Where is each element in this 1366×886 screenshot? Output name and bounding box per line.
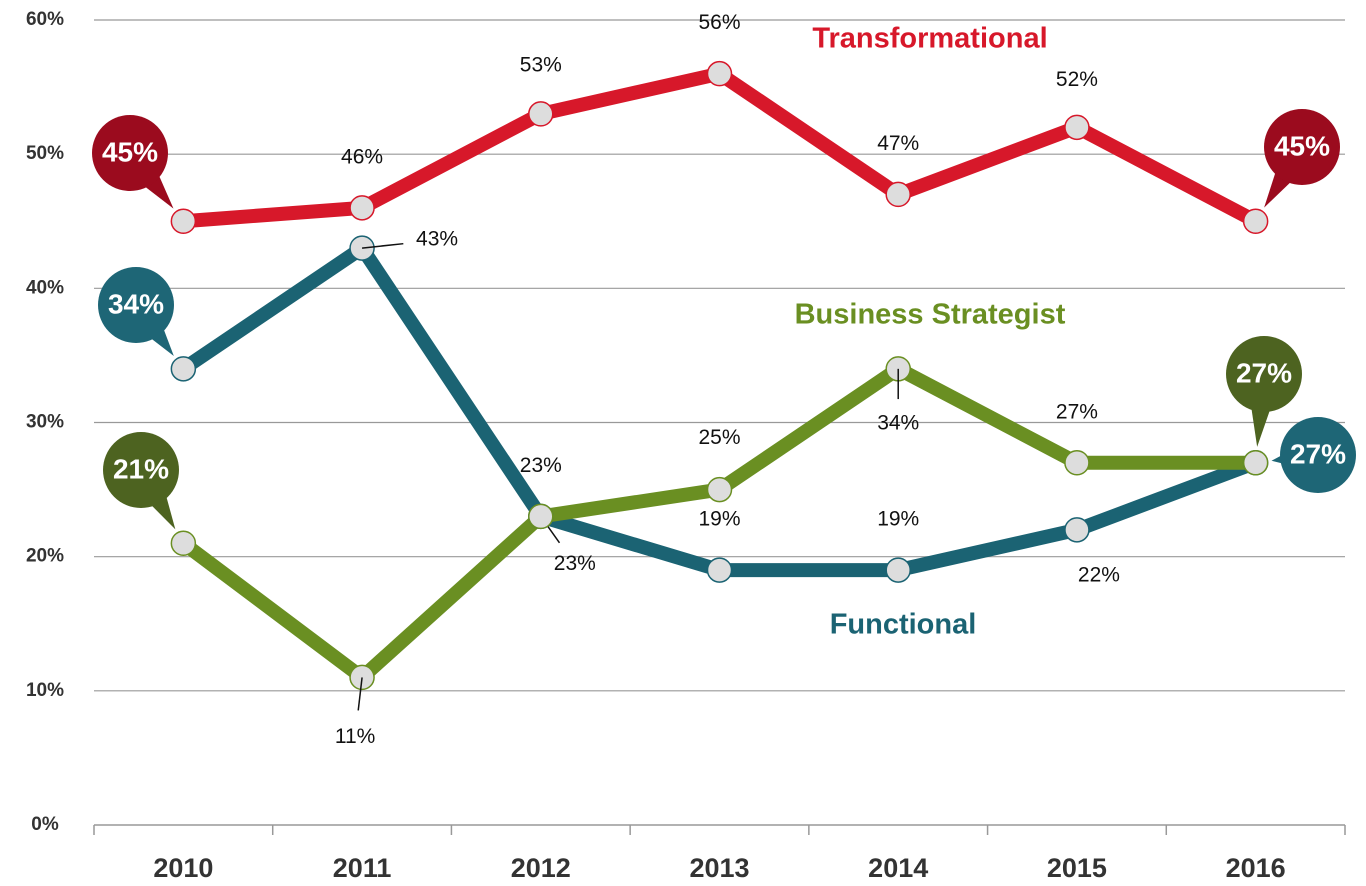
data-label: 22%	[1078, 563, 1120, 586]
x-tick-label: 2011	[333, 853, 392, 883]
data-label: 23%	[520, 454, 562, 477]
x-tick-label: 2014	[868, 853, 928, 883]
marker	[1064, 450, 1090, 476]
bubble-label: 27%	[1236, 357, 1292, 388]
marker	[1242, 450, 1269, 476]
y-tick-label: 10%	[26, 680, 64, 701]
bubble-label: 45%	[1274, 130, 1330, 161]
marker	[528, 101, 554, 127]
data-label: 19%	[698, 508, 740, 531]
marker	[885, 181, 911, 208]
marker	[1064, 517, 1090, 543]
marker	[170, 208, 197, 234]
data-label: 52%	[1056, 68, 1098, 91]
bubble-label: 45%	[102, 136, 158, 167]
data-label: 27%	[1056, 400, 1098, 423]
marker	[1064, 114, 1090, 141]
x-tick-label: 2016	[1226, 853, 1286, 883]
bubble	[1264, 109, 1340, 185]
data-label: 56%	[698, 11, 740, 34]
data-label: 43%	[416, 228, 458, 251]
marker	[170, 530, 197, 556]
bubble	[98, 267, 174, 343]
marker	[885, 557, 911, 583]
x-tick-label: 2013	[689, 853, 749, 883]
bubble	[103, 432, 179, 508]
y-tick-label: 20%	[26, 546, 64, 567]
data-label: 47%	[877, 132, 919, 155]
marker	[528, 503, 554, 530]
data-label: 25%	[698, 426, 740, 449]
data-label: 11%	[335, 725, 375, 748]
y-tick-label: 30%	[26, 412, 64, 433]
marker	[170, 356, 197, 382]
marker	[706, 476, 733, 503]
y-tick-label: 60%	[26, 9, 64, 30]
series-name: Functional	[830, 609, 977, 641]
data-label: 19%	[877, 508, 919, 531]
x-tick-label: 2015	[1047, 853, 1107, 883]
marker	[1242, 208, 1269, 234]
data-label: 53%	[520, 53, 562, 76]
leader-line	[357, 677, 363, 711]
data-label: 46%	[341, 145, 383, 168]
leader-line	[361, 242, 404, 249]
data-label: 34%	[877, 411, 919, 434]
bubble-label: 21%	[113, 453, 169, 484]
series-name: Business Strategist	[795, 299, 1066, 331]
y-tick-label: 40%	[26, 277, 64, 298]
bubble-label: 34%	[108, 288, 164, 319]
marker	[706, 557, 733, 583]
marker	[706, 60, 733, 87]
bubble	[92, 115, 168, 191]
bubble	[1280, 417, 1356, 493]
data-label: 23%	[554, 552, 596, 575]
bubble-label: 27%	[1290, 438, 1346, 469]
y-tick-label: 50%	[26, 143, 64, 164]
marker	[349, 195, 375, 221]
y-tick-label: 0%	[31, 814, 59, 835]
x-tick-label: 2012	[511, 853, 571, 883]
series-name: Transformational	[812, 23, 1047, 55]
bubble	[1226, 336, 1302, 412]
x-tick-label: 2010	[153, 853, 213, 883]
